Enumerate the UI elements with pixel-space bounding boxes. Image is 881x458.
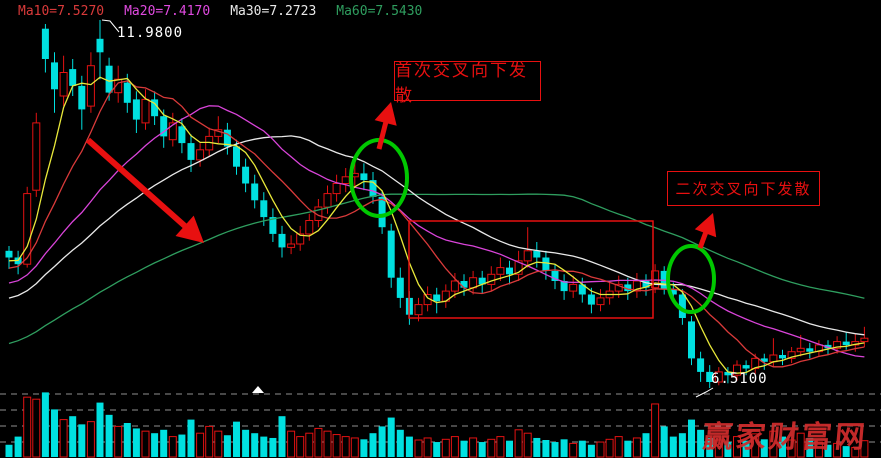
ma20-legend-label: Ma20=7.4170	[124, 4, 211, 19]
ma60-legend-label: Ma60=7.5430	[336, 4, 423, 19]
ma30-legend-label: Ma30=7.2723	[230, 4, 317, 19]
low-price-label: 6.5100	[711, 371, 768, 387]
ma10-legend-label: Ma10=7.5270	[18, 4, 105, 19]
first-cross-callout-box: 首次交叉向下发散	[394, 61, 541, 106]
high-price-label: 11.9800	[117, 25, 184, 41]
site-watermark: 赢家财富网	[701, 420, 870, 455]
second-cross-callout-box: 二次交叉向下发散	[667, 171, 820, 206]
ma-legend: Ma10=7.5270 Ma20=7.4170 Ma30=7.2723 Ma60…	[18, 4, 422, 19]
